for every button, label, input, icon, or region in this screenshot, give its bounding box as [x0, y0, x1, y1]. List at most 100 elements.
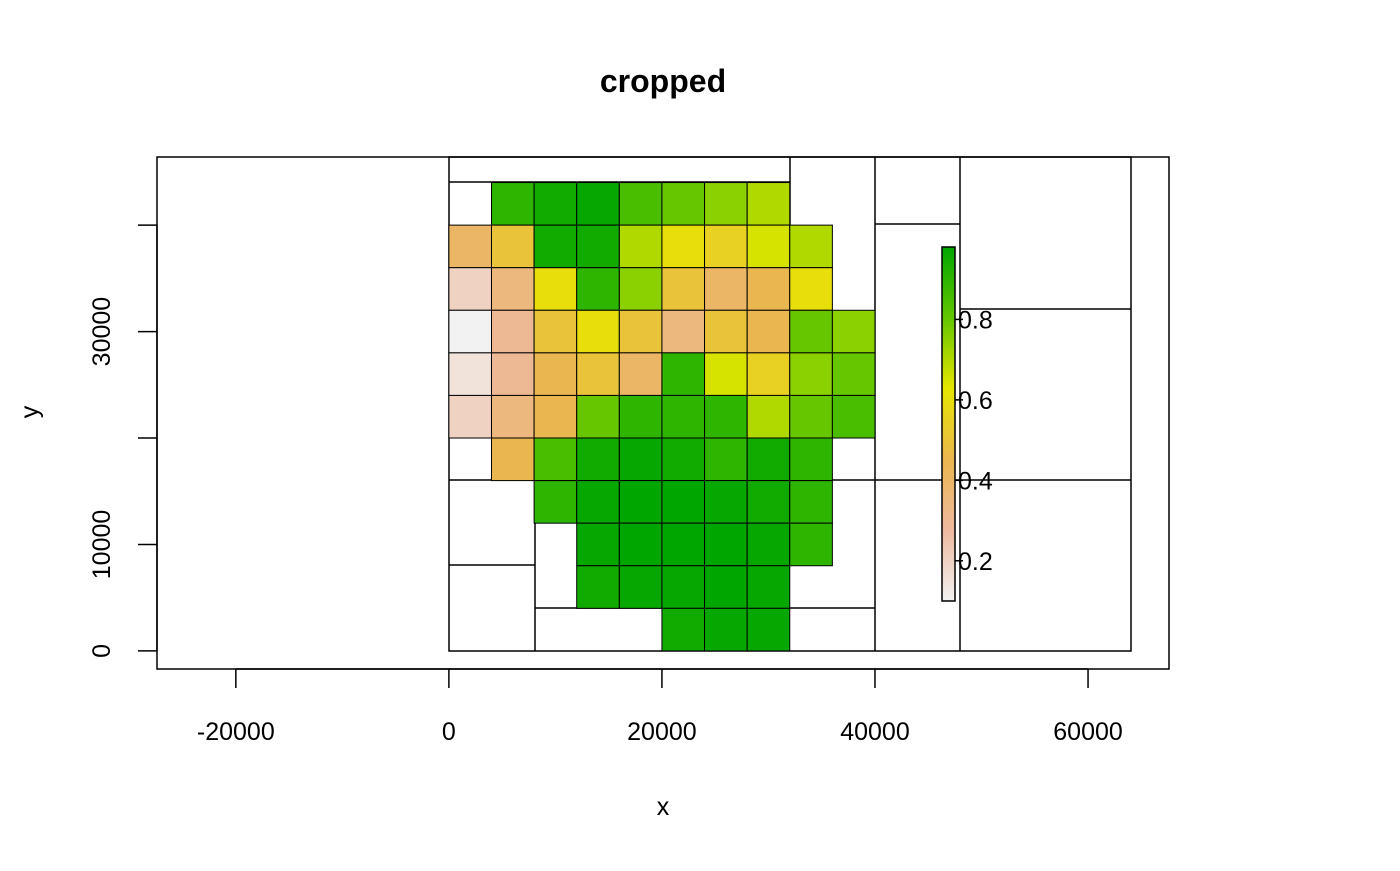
raster-cell: [746, 522, 791, 567]
raster-cell: [618, 309, 663, 354]
raster-cell: [746, 480, 791, 524]
x-tick-label: 60000: [1053, 718, 1123, 746]
raster-cell: [576, 309, 620, 354]
raster-cell: [661, 309, 706, 354]
x-tick-label: -20000: [197, 718, 275, 746]
raster-cell: [618, 224, 663, 269]
raster-cell: [576, 182, 620, 226]
raster-cell: [533, 267, 578, 311]
raster-cell: [490, 267, 535, 311]
raster-cell: [448, 267, 492, 311]
raster-cell: [746, 437, 791, 482]
chart-title: cropped: [600, 63, 726, 99]
raster-cell: [661, 437, 706, 482]
raster-cell: [789, 267, 833, 311]
raster-cell: [746, 309, 791, 354]
raster-cell: [448, 352, 492, 396]
raster-cell: [448, 394, 492, 439]
x-tick-label: 40000: [840, 718, 910, 746]
raster-cell: [618, 480, 663, 524]
raster-cell: [576, 224, 620, 269]
raster-cell: [704, 607, 748, 652]
raster-cell: [704, 565, 748, 609]
raster-cell: [490, 309, 535, 354]
raster-cell: [576, 267, 620, 311]
raster-cell: [576, 522, 620, 567]
raster-cell: [576, 565, 620, 609]
y-tick-label: 0: [88, 644, 116, 658]
raster-cell: [533, 352, 578, 396]
raster-cell: [746, 182, 791, 226]
raster-cell: [448, 309, 492, 354]
raster-cell: [618, 267, 663, 311]
colorbar-tick-label: 0.8: [958, 306, 993, 334]
raster-cell: [704, 352, 748, 396]
raster-cell: [661, 267, 706, 311]
raster-cell: [789, 522, 833, 567]
raster-cell: [746, 607, 791, 652]
raster-cell: [831, 394, 876, 439]
raster-cell: [704, 309, 748, 354]
raster-cell: [661, 480, 706, 524]
raster-cell: [704, 224, 748, 269]
raster-cell: [618, 182, 663, 226]
raster-cell: [576, 352, 620, 396]
raster-cell: [490, 182, 535, 226]
x-tick-label: 0: [442, 718, 456, 746]
raster-cell: [704, 522, 748, 567]
raster-cell: [704, 182, 748, 226]
raster-cell: [831, 309, 876, 354]
raster-cell: [490, 394, 535, 439]
raster-cell: [490, 224, 535, 269]
raster-cell: [618, 352, 663, 396]
y-tick-label: 30000: [88, 297, 116, 367]
raster-cell: [576, 394, 620, 439]
raster-cell: [789, 394, 833, 439]
raster-cell: [746, 352, 791, 396]
raster-cell: [661, 607, 706, 652]
colorbar-tick-label: 0.4: [958, 467, 993, 495]
raster-cell: [661, 394, 706, 439]
raster-cell: [661, 352, 706, 396]
raster-cell: [618, 565, 663, 609]
raster-cell: [746, 267, 791, 311]
x-tick-label: 20000: [627, 718, 697, 746]
raster-cell: [789, 352, 833, 396]
raster-cell: [746, 224, 791, 269]
raster-cell: [661, 224, 706, 269]
raster-cell: [704, 437, 748, 482]
colorbar-tick-label: 0.2: [958, 548, 993, 576]
x-axis-label: x: [657, 793, 670, 821]
raster-cell: [831, 352, 876, 396]
raster-cell: [490, 352, 535, 396]
raster-cell: [618, 522, 663, 567]
raster-cell: [533, 224, 578, 269]
raster-cell: [448, 224, 492, 269]
raster-cell: [746, 394, 791, 439]
raster-cell: [490, 437, 535, 482]
raster-cell: [576, 480, 620, 524]
raster-cell: [746, 565, 791, 609]
raster-cell: [533, 309, 578, 354]
raster-cell: [789, 224, 833, 269]
colorbar: [941, 246, 956, 602]
raster-cell: [618, 437, 663, 482]
y-axis-label: y: [16, 405, 44, 418]
raster-cell: [704, 480, 748, 524]
raster-cell: [704, 267, 748, 311]
raster-cell: [533, 437, 578, 482]
raster-cell: [533, 394, 578, 439]
colorbar-tick-label: 0.6: [958, 387, 993, 415]
raster-cell: [704, 394, 748, 439]
raster-cell: [533, 480, 578, 524]
raster-cell: [661, 522, 706, 567]
raster-cell: [661, 565, 706, 609]
raster-cell: [789, 309, 833, 354]
y-tick-label: 10000: [88, 510, 116, 580]
raster-cell: [618, 394, 663, 439]
raster-cell: [789, 480, 833, 524]
raster-cell: [661, 182, 706, 226]
raster-cell: [789, 437, 833, 482]
raster-cell: [533, 182, 578, 226]
